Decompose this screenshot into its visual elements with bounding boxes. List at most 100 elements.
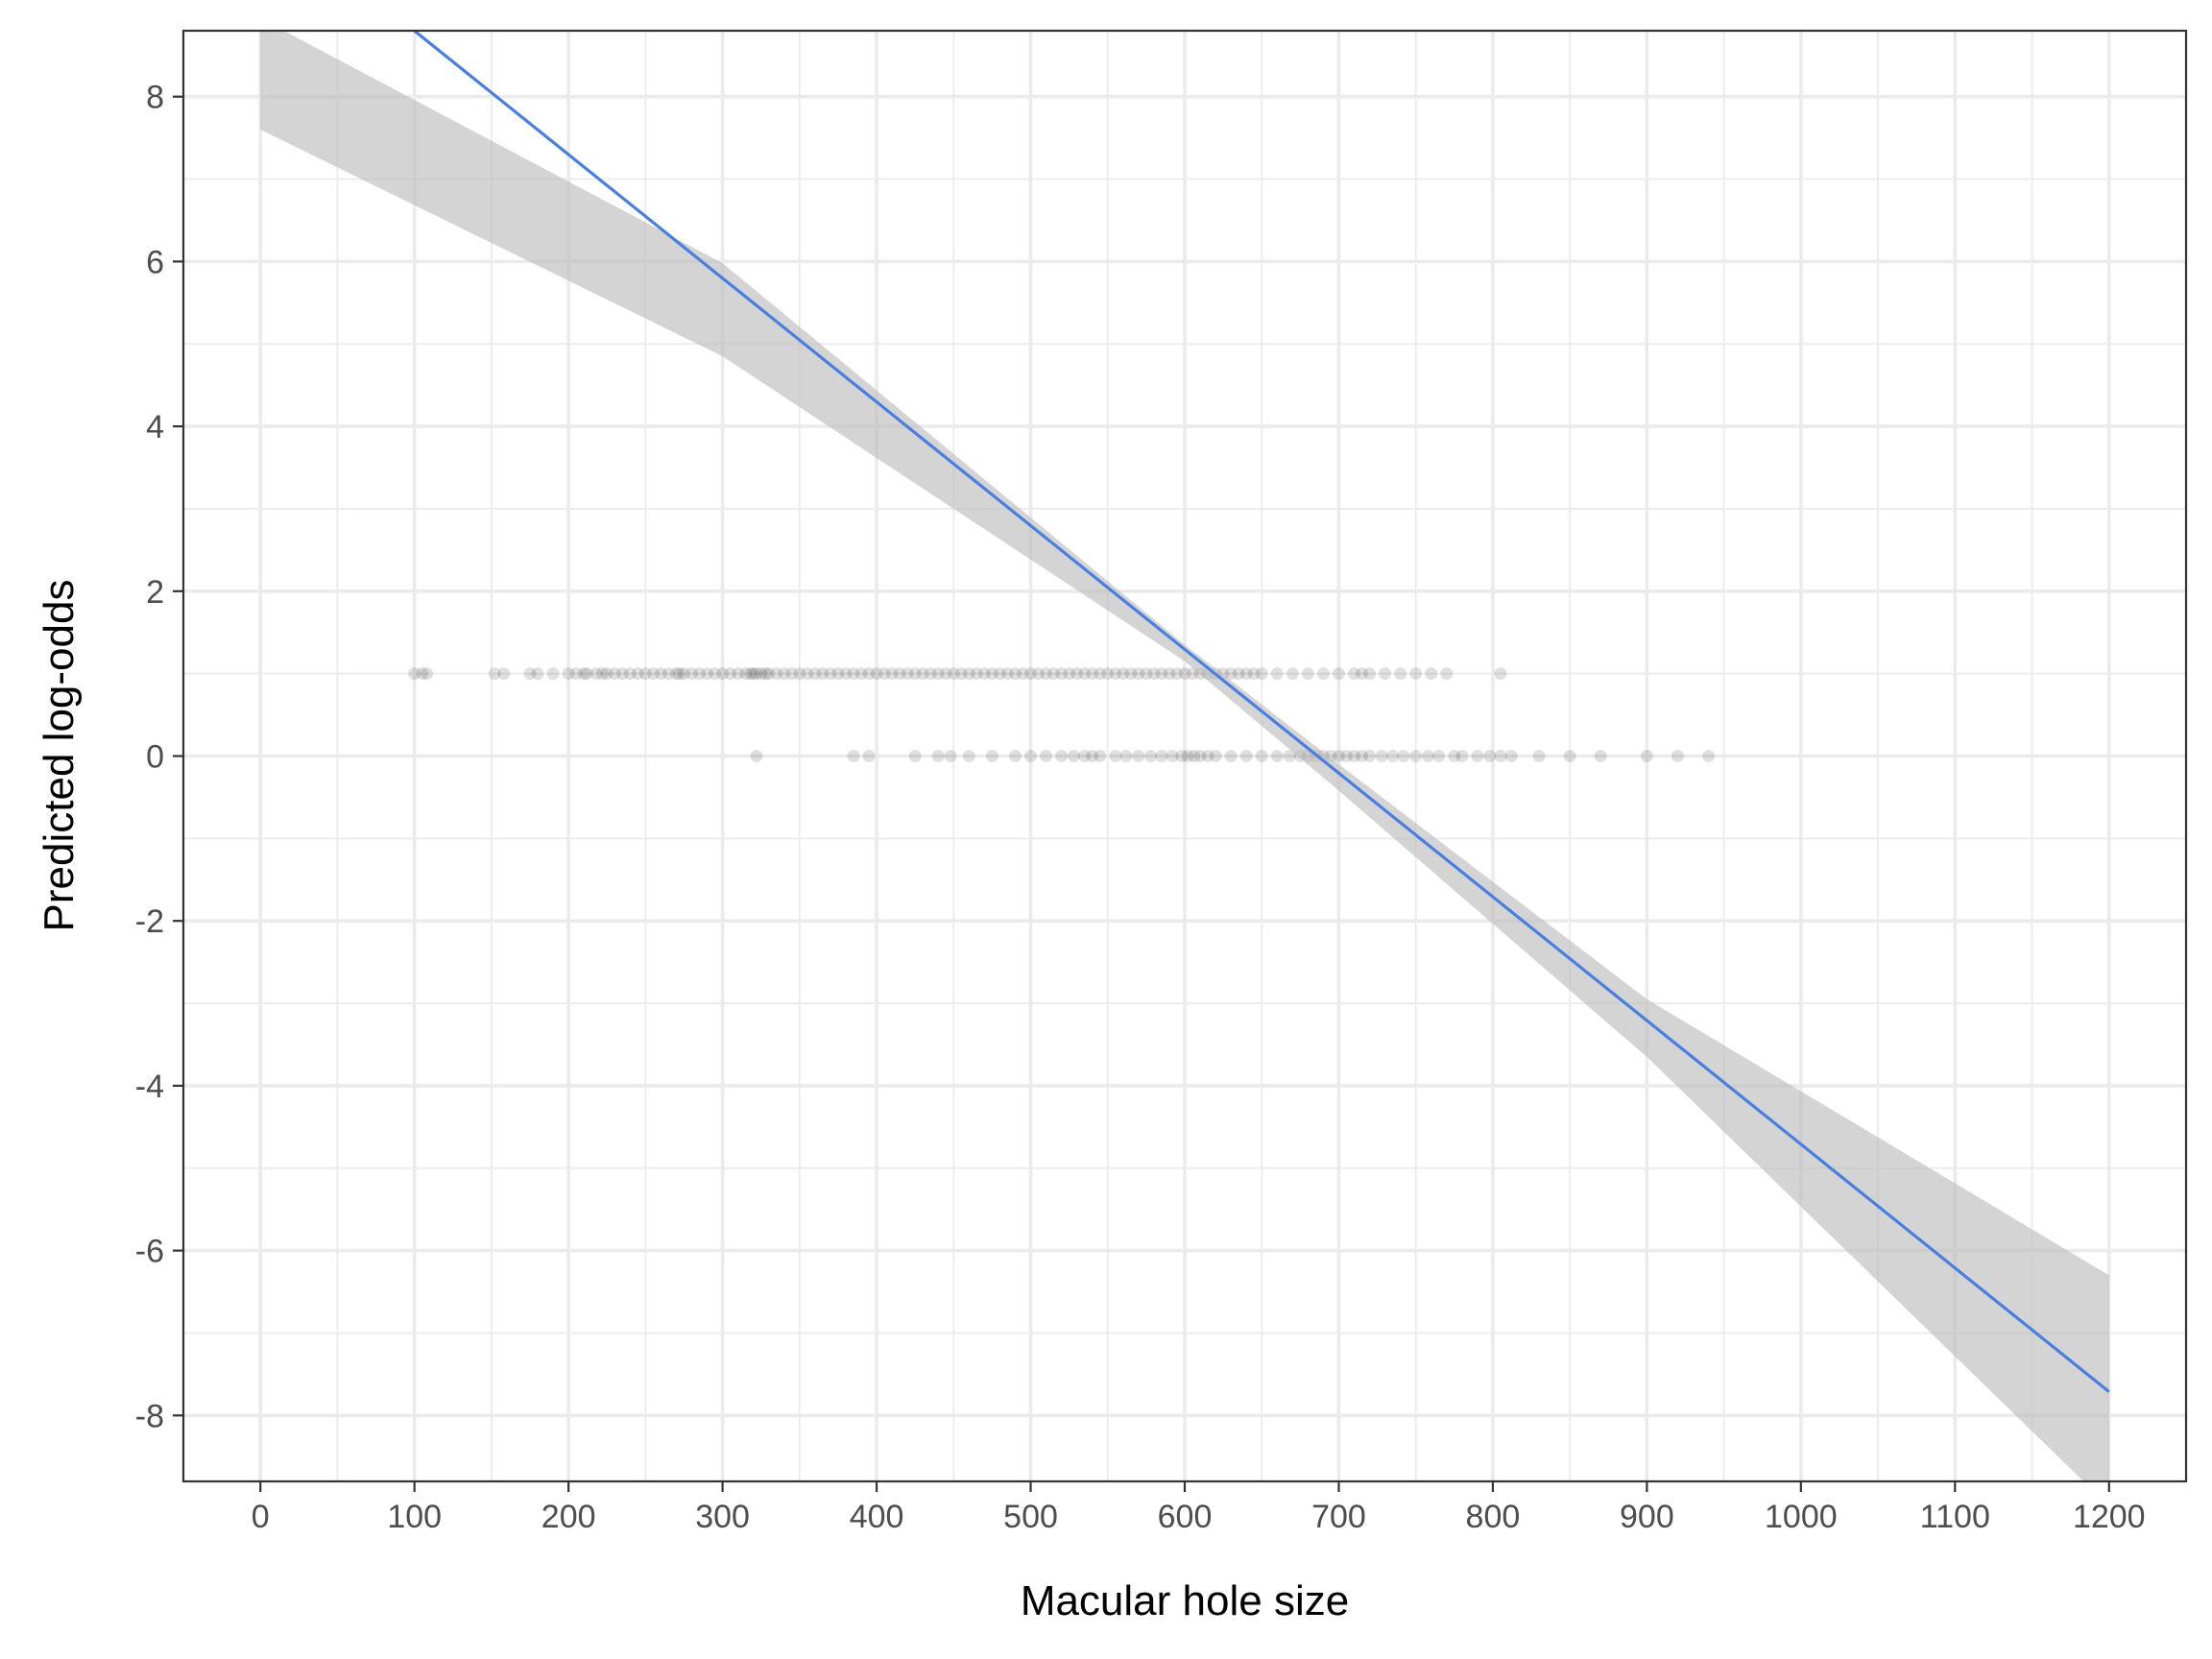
data-point xyxy=(1008,750,1022,762)
data-point xyxy=(808,667,822,681)
data-point xyxy=(1409,667,1423,681)
y-tick-label: -6 xyxy=(135,1234,164,1270)
data-point xyxy=(1063,667,1076,681)
data-point xyxy=(1397,750,1410,762)
data-point xyxy=(1078,667,1092,681)
regression-line xyxy=(413,31,2110,1393)
data-point xyxy=(1422,750,1435,762)
data-point xyxy=(1255,750,1268,762)
data-point xyxy=(1132,750,1145,762)
data-point xyxy=(854,667,868,681)
y-tick-label: -4 xyxy=(135,1069,164,1105)
y-tick-label: -8 xyxy=(135,1398,164,1434)
data-point xyxy=(924,667,937,681)
data-point xyxy=(1181,750,1194,762)
data-point xyxy=(993,667,1006,681)
data-point xyxy=(962,750,975,762)
data-point xyxy=(1332,750,1345,762)
data-point xyxy=(893,667,906,681)
data-point xyxy=(408,667,421,681)
data-point xyxy=(488,667,501,681)
data-point xyxy=(693,667,707,681)
data-point xyxy=(661,667,675,681)
x-tick-label: 0 xyxy=(252,1499,270,1535)
data-point xyxy=(1283,750,1296,762)
data-point xyxy=(750,667,763,681)
data-point xyxy=(743,667,757,681)
data-point xyxy=(1532,750,1546,762)
data-point xyxy=(1702,750,1716,762)
data-point xyxy=(931,667,945,681)
data-point xyxy=(1455,750,1469,762)
data-point xyxy=(546,667,560,681)
data-point xyxy=(709,667,722,681)
data-point xyxy=(1386,750,1400,762)
data-point xyxy=(870,667,883,681)
data-point xyxy=(497,667,511,681)
data-point xyxy=(1024,750,1038,762)
data-point xyxy=(1024,667,1038,681)
data-point xyxy=(862,667,876,681)
x-tick-label: 800 xyxy=(1466,1499,1521,1535)
data-point xyxy=(793,667,806,681)
data-point xyxy=(1255,667,1268,681)
data-point xyxy=(1147,667,1161,681)
data-point xyxy=(1494,750,1507,762)
x-tick-label: 1100 xyxy=(1920,1499,1990,1535)
y-tick-label: 2 xyxy=(146,574,164,611)
data-point xyxy=(1109,750,1122,762)
data-point xyxy=(878,667,891,681)
data-point xyxy=(908,750,922,762)
data-point xyxy=(1209,750,1222,762)
data-point xyxy=(862,750,876,762)
data-point xyxy=(615,667,629,681)
data-point xyxy=(1094,750,1107,762)
x-tick-label: 400 xyxy=(850,1499,904,1535)
data-point xyxy=(646,667,660,681)
data-point xyxy=(732,667,745,681)
y-tick-label: 0 xyxy=(146,739,164,776)
data-point xyxy=(1178,667,1191,681)
data-point xyxy=(1379,667,1392,681)
data-point xyxy=(1348,667,1361,681)
data-point xyxy=(1140,667,1153,681)
data-point xyxy=(577,667,590,681)
data-point xyxy=(831,667,845,681)
data-point xyxy=(1155,667,1168,681)
data-point xyxy=(1017,667,1030,681)
data-point xyxy=(1301,667,1314,681)
data-point xyxy=(1070,667,1084,681)
x-tick-label: 1200 xyxy=(2073,1499,2146,1535)
data-point xyxy=(1440,667,1454,681)
x-tick-label: 1000 xyxy=(1765,1499,1838,1535)
data-point xyxy=(770,667,783,681)
data-point xyxy=(759,667,773,681)
data-point xyxy=(1363,667,1377,681)
data-point xyxy=(600,667,613,681)
data-point xyxy=(1316,667,1330,681)
data-point xyxy=(944,750,957,762)
data-point xyxy=(1008,667,1022,681)
data-point xyxy=(724,667,737,681)
data-point xyxy=(762,667,776,681)
data-point xyxy=(595,667,609,681)
data-point xyxy=(739,667,753,681)
data-point xyxy=(1504,750,1518,762)
data-point xyxy=(1047,667,1061,681)
data-point xyxy=(1224,667,1238,681)
data-point xyxy=(1163,667,1176,681)
data-point xyxy=(985,750,998,762)
y-tick-label: 4 xyxy=(146,409,164,445)
x-tick-label: 900 xyxy=(1620,1499,1674,1535)
data-point xyxy=(1348,750,1361,762)
data-point xyxy=(1101,667,1115,681)
data-point xyxy=(1563,750,1576,762)
data-point xyxy=(901,667,914,681)
data-point xyxy=(580,667,593,681)
y-tick-label: 6 xyxy=(146,244,164,280)
data-point xyxy=(1640,750,1653,762)
data-point xyxy=(1124,667,1138,681)
data-point xyxy=(985,667,998,681)
data-point xyxy=(1239,667,1253,681)
data-point xyxy=(1078,750,1092,762)
